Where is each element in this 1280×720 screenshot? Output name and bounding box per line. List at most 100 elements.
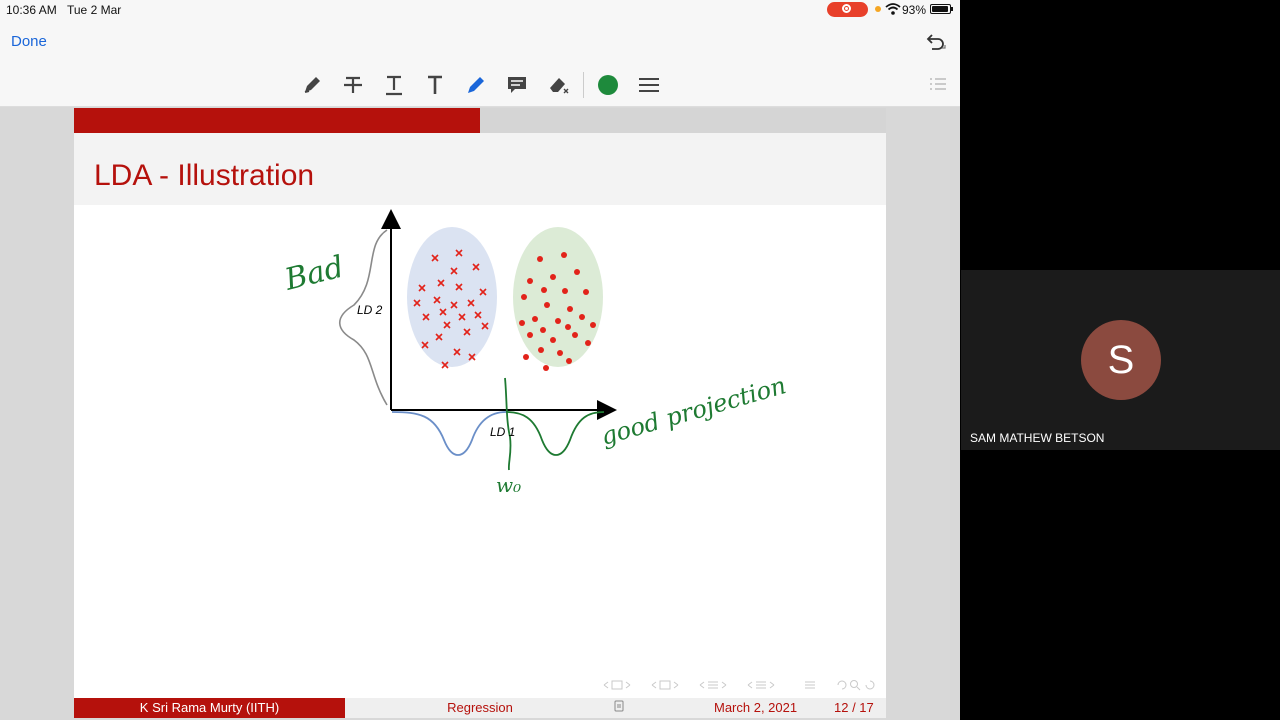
class-2-sample-marker: [521, 294, 527, 300]
pdf-slide: LDA - Illustration: [74, 108, 886, 718]
participant-name: SAM MATHEW BETSON: [970, 431, 1105, 445]
class-1-sample-marker: [421, 341, 429, 349]
class-2-sample-marker: [572, 332, 578, 338]
strikethrough-icon[interactable]: [341, 73, 365, 97]
title-band: LDA - Illustration: [74, 133, 886, 205]
class-1-sample-marker: [450, 267, 458, 275]
annotation-bad: Bad: [280, 249, 347, 298]
class-1-sample-marker: [455, 283, 463, 291]
class-1-sample-marker: [433, 296, 441, 304]
class-1-sample-marker: [413, 299, 421, 307]
wifi-icon: [885, 3, 901, 15]
class-2-sample-marker: [538, 347, 544, 353]
class-1-samples: [413, 249, 489, 369]
class-1-sample-marker: [474, 311, 482, 319]
screen-recording-indicator[interactable]: [827, 2, 868, 17]
battery-percent: 93%: [902, 3, 927, 17]
ld1-projection-class-2: [505, 411, 605, 456]
class-1-sample-marker: [481, 322, 489, 330]
footer-topic: Regression: [447, 700, 513, 715]
class-2-sample-marker: [527, 278, 533, 284]
class-2-sample-marker: [519, 320, 525, 326]
class-2-sample-marker: [579, 314, 585, 320]
pen-icon[interactable]: [464, 73, 488, 97]
x-axis-label: LD 1: [490, 425, 515, 439]
ld2-projection-curve: [338, 229, 388, 406]
class-2-sample-marker: [565, 324, 571, 330]
color-icon[interactable]: [596, 73, 620, 97]
class-2-sample-marker: [583, 289, 589, 295]
ipad-screen: 10:36 AM Tue 2 Mar 93% Done: [0, 0, 960, 720]
class-2-sample-marker: [574, 269, 580, 275]
class-2-sample-marker: [557, 350, 563, 356]
class-1-sample-marker: [468, 353, 476, 361]
class-2-samples: [519, 252, 596, 371]
class-1-sample-marker: [463, 328, 471, 336]
done-button[interactable]: Done: [11, 33, 47, 50]
class-1-sample-marker: [458, 313, 466, 321]
battery-icon: [930, 4, 953, 14]
class-1-cluster: [407, 227, 497, 367]
footer-date: March 2, 2021: [714, 700, 798, 715]
annotation-toolbar: [0, 64, 960, 107]
underline-icon[interactable]: [382, 73, 406, 97]
class-1-sample-marker: [418, 284, 426, 292]
list-icon[interactable]: [929, 76, 947, 92]
class-2-sample-marker: [537, 256, 543, 262]
class-2-sample-marker: [562, 288, 568, 294]
class-2-sample-marker: [555, 318, 561, 324]
class-2-sample-marker: [550, 337, 556, 343]
class-1-sample-marker: [467, 299, 475, 307]
class-2-sample-marker: [561, 252, 567, 258]
class-2-sample-marker: [532, 316, 538, 322]
participant-avatar: S: [1081, 320, 1161, 400]
record-icon: [842, 4, 851, 13]
eraser-icon[interactable]: [547, 73, 571, 97]
copy-page-icon[interactable]: [613, 700, 625, 712]
class-2-sample-marker: [543, 365, 549, 371]
undo-icon[interactable]: [924, 31, 946, 51]
y-axis-label: LD 2: [357, 303, 383, 317]
annotation-good: good projection: [598, 371, 789, 451]
slide-title: LDA - Illustration: [94, 159, 315, 192]
class-2-sample-marker: [544, 302, 550, 308]
class-1-sample-marker: [435, 333, 443, 341]
annotation-w0: w₀: [496, 473, 521, 497]
menu-icon[interactable]: [637, 73, 661, 97]
participant-video-tile[interactable]: S SAM MATHEW BETSON: [961, 270, 1280, 450]
class-2-sample-marker: [541, 287, 547, 293]
class-2-sample-marker: [590, 322, 596, 328]
progress-bar: [74, 108, 886, 133]
class-2-sample-marker: [585, 340, 591, 346]
class-1-sample-marker: [455, 249, 463, 257]
progress-bar-fill: [74, 108, 480, 133]
class-1-sample-marker: [443, 321, 451, 329]
class-2-sample-marker: [523, 354, 529, 360]
status-bar: 10:36 AM Tue 2 Mar 93%: [0, 0, 960, 20]
class-2-sample-marker: [527, 332, 533, 338]
footer-page-number: 12 / 17: [834, 700, 874, 715]
markup-nav-bar: Done: [0, 20, 960, 64]
ld1-projection-class-1: [391, 411, 507, 456]
class-1-sample-marker: [422, 313, 430, 321]
class-1-sample-marker: [441, 361, 449, 369]
class-1-sample-marker: [450, 301, 458, 309]
comment-icon[interactable]: [505, 73, 529, 97]
threshold-line: [504, 377, 512, 471]
footer-author: K Sri Rama Murty (IITH): [74, 698, 345, 718]
class-1-sample-marker: [439, 308, 447, 316]
pencil-icon[interactable]: [300, 73, 324, 97]
mic-indicator-icon: [875, 6, 881, 12]
class-2-sample-marker: [566, 358, 572, 364]
toolbar-divider: [583, 72, 584, 98]
class-2-cluster: [513, 227, 603, 367]
class-1-sample-marker: [431, 254, 439, 262]
class-2-sample-marker: [550, 274, 556, 280]
class-2-sample-marker: [567, 306, 573, 312]
status-date: Tue 2 Mar: [67, 3, 122, 17]
class-1-sample-marker: [479, 288, 487, 296]
beamer-navigation-icons[interactable]: [600, 679, 880, 691]
status-time: 10:36 AM: [6, 3, 57, 17]
class-1-sample-marker: [472, 263, 480, 271]
text-icon[interactable]: [423, 73, 447, 97]
